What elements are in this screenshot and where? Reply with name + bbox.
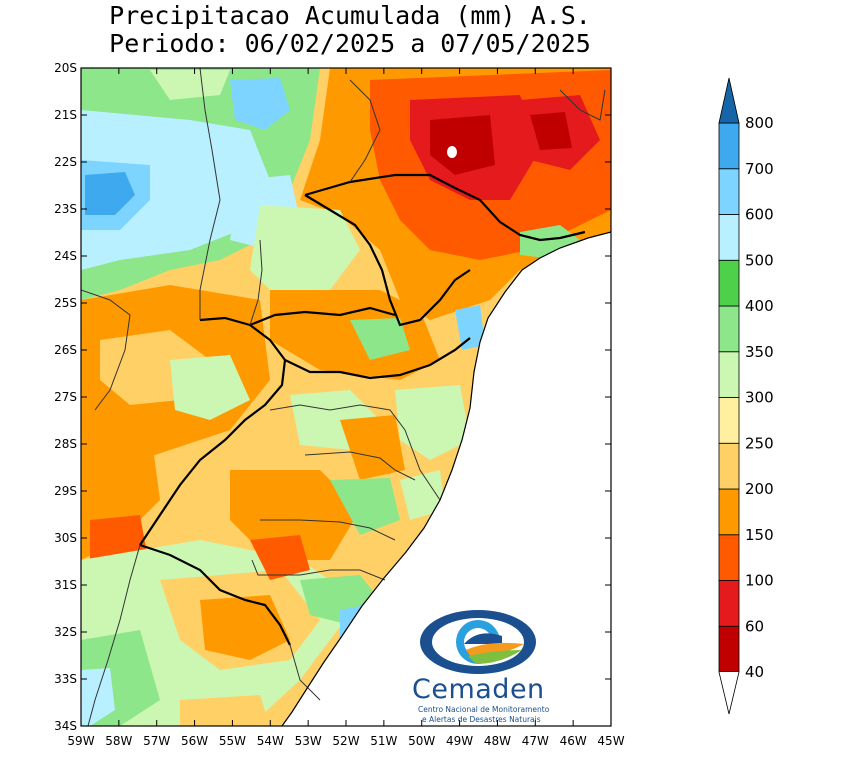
lat-tick-label: 30S (54, 531, 77, 545)
colorbar-label: 600 (745, 206, 774, 224)
lat-tick-label: 26S (54, 343, 77, 357)
colorbar-segment (718, 214, 740, 261)
lon-tick-label: 47W (522, 734, 549, 748)
coastline (281, 231, 612, 727)
logo-subtitle-line-1: Centro Nacional de Monitoramento (418, 705, 550, 714)
lat-tick-label: 28S (54, 437, 77, 451)
colorbar-label: 500 (745, 251, 774, 269)
colorbar-label: 400 (745, 297, 774, 315)
logo-subtitle-line-2: e Alertas de Desastres Naturais (422, 715, 541, 724)
lon-tick-label: 53W (295, 734, 322, 748)
state-boundaries (139, 173, 586, 646)
lon-tick-label: 56W (181, 734, 208, 748)
colorbar-label: 100 (745, 572, 774, 590)
colorbar-segment (718, 259, 740, 307)
lat-tick-label: 32S (54, 625, 77, 639)
title-line-2: Periodo: 06/02/2025 a 07/05/2025 (109, 29, 591, 58)
colorbar-segment (718, 168, 740, 215)
colorbar-label: 700 (745, 160, 774, 178)
colorbar-segment (718, 534, 740, 581)
colorbar-segment (718, 397, 740, 444)
lat-tick-label: 27S (54, 390, 77, 404)
colorbar-label: 40 (745, 663, 764, 681)
colorbar-label: 150 (745, 526, 774, 544)
colorbar-label: 60 (745, 617, 764, 635)
lat-tick-label: 34S (54, 719, 77, 733)
title-line-1: Precipitacao Acumulada (mm) A.S. (109, 1, 591, 30)
lon-tick-label: 45W (597, 734, 624, 748)
colorbar-label: 200 (745, 480, 774, 498)
colorbar-segment (718, 580, 740, 627)
lon-tick-label: 52W (332, 734, 359, 748)
lat-tick-label: 22S (54, 155, 77, 169)
lon-tick-label: 46W (560, 734, 587, 748)
lon-tick-label: 59W (67, 734, 94, 748)
lon-tick-label: 51W (370, 734, 397, 748)
colorbar-label: 300 (745, 389, 774, 407)
longitude-axis: 59W 58W 57W 56W 55W 54W 53W 52W 51W 50W 49W 48W 47W 4… (67, 68, 625, 748)
lon-tick-label: 57W (143, 734, 170, 748)
cemaden-logo (420, 610, 536, 674)
colorbar-segment (718, 122, 740, 170)
lat-tick-label: 21S (54, 108, 77, 122)
map-title: Precipitacao Acumulada (mm) A.S. Periodo… (0, 2, 700, 58)
colorbar-segment (718, 351, 740, 398)
lon-tick-label: 58W (105, 734, 132, 748)
colorbar-label: 800 (745, 114, 774, 132)
colorbar-label: 250 (745, 434, 774, 452)
colorbar-segment (718, 305, 740, 353)
lat-tick-label: 29S (54, 484, 77, 498)
latitude-axis: 20S 21S 22S 23S 24S 25S 26S 27S 28S 29S 30S 31S 32S 3… (54, 61, 611, 733)
colorbar-top-arrow (718, 77, 740, 124)
colorbar-bottom-arrow (718, 671, 740, 715)
lon-tick-label: 54W (257, 734, 284, 748)
lat-tick-label: 33S (54, 672, 77, 686)
lat-tick-label: 25S (54, 296, 77, 310)
lat-tick-label: 23S (54, 202, 77, 216)
lon-tick-label: 48W (484, 734, 511, 748)
colorbar-segment (718, 442, 740, 490)
logo-wordmark: Cemaden (412, 674, 545, 705)
lon-tick-label: 49W (446, 734, 473, 748)
lon-tick-label: 55W (219, 734, 246, 748)
colorbar-label: 350 (745, 343, 774, 361)
lat-tick-label: 20S (54, 61, 77, 75)
colorbar: 40 60 100 150 200 250 300 350 400 500 600 700 800 (718, 77, 774, 715)
colorbar-segment (718, 625, 740, 673)
colorbar-segment (718, 488, 740, 536)
lon-tick-label: 50W (408, 734, 435, 748)
country-borders (81, 68, 606, 726)
lat-tick-label: 31S (54, 578, 77, 592)
lat-tick-label: 24S (54, 249, 77, 263)
